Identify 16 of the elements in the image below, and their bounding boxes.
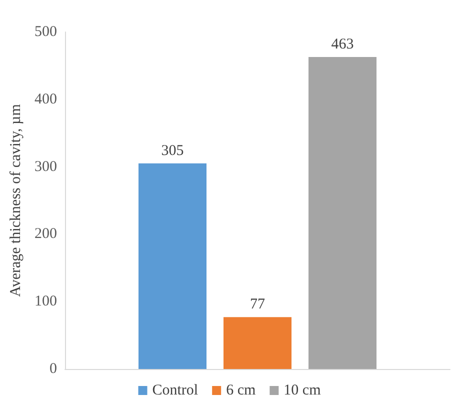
y-tick-label: 100 [34, 294, 57, 310]
bar [138, 163, 206, 369]
data-label: 77 [250, 296, 266, 313]
y-tick-label: 500 [34, 24, 57, 40]
data-label: 463 [331, 36, 354, 52]
bar [224, 317, 292, 369]
legend-label: Control [152, 382, 198, 398]
y-tick-label: 300 [34, 158, 57, 175]
legend-label: 10 cm [284, 382, 322, 398]
y-tick-label: 400 [34, 91, 57, 108]
data-label: 305 [161, 142, 184, 159]
y-axis-title: Average thickness of cavity, µm [8, 104, 24, 297]
legend-label: 6 cm [226, 382, 256, 398]
y-tick-label: 200 [34, 226, 57, 242]
y-tick-label: 0 [50, 361, 57, 377]
bar [308, 56, 376, 369]
